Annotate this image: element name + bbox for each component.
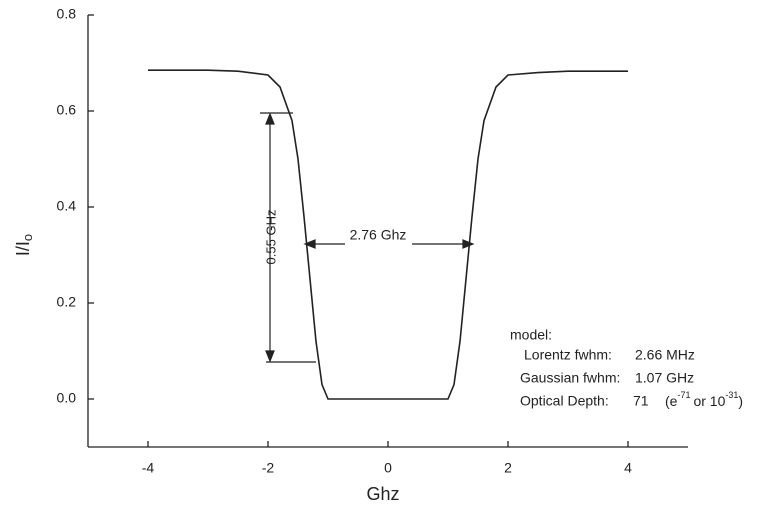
note-part: (e — [665, 393, 678, 409]
x-tick-label: 0 — [384, 460, 392, 476]
model-label: Optical Depth: — [520, 393, 609, 409]
height-annotation: 0.55 GHz — [263, 210, 278, 265]
model-value: 71 — [633, 393, 649, 409]
model-label: Lorentz fwhm: — [524, 347, 612, 363]
note-part: or 10 — [693, 393, 725, 409]
x-tick-label: 2 — [504, 460, 512, 476]
width-annotation: 2.76 Ghz — [350, 227, 407, 243]
model-title: model: — [510, 327, 552, 343]
note-sup: -71 — [677, 390, 690, 400]
model-note: (e-71 or 10-31) — [665, 390, 743, 408]
model-value: 2.66 MHz — [635, 347, 695, 363]
y-tick-label: 0.8 — [57, 6, 77, 22]
y-tick-label: 0.2 — [57, 294, 77, 310]
y-tick-label: 0.4 — [57, 198, 77, 214]
x-tick-label: -4 — [142, 460, 155, 476]
model-box: model: Lorentz fwhm: 2.66 MHz Gaussian f… — [510, 327, 743, 409]
note-sup: -31 — [725, 390, 738, 400]
note-part: ) — [738, 393, 743, 409]
annotation-arrows — [260, 112, 475, 363]
x-tick-label: -2 — [262, 460, 275, 476]
y-axis-label: I/Io — [13, 234, 36, 256]
model-label: Gaussian fwhm: — [520, 370, 620, 386]
y-label-main: I/I — [13, 241, 33, 256]
y-tick-label: 0.0 — [57, 390, 77, 406]
x-tick-label: 4 — [624, 460, 632, 476]
model-value: 1.07 GHz — [635, 370, 694, 386]
y-tick-label: 0.6 — [57, 102, 77, 118]
y-label-sub: o — [20, 234, 35, 241]
x-axis-label: Ghz — [366, 484, 399, 504]
line — [148, 69, 628, 400]
